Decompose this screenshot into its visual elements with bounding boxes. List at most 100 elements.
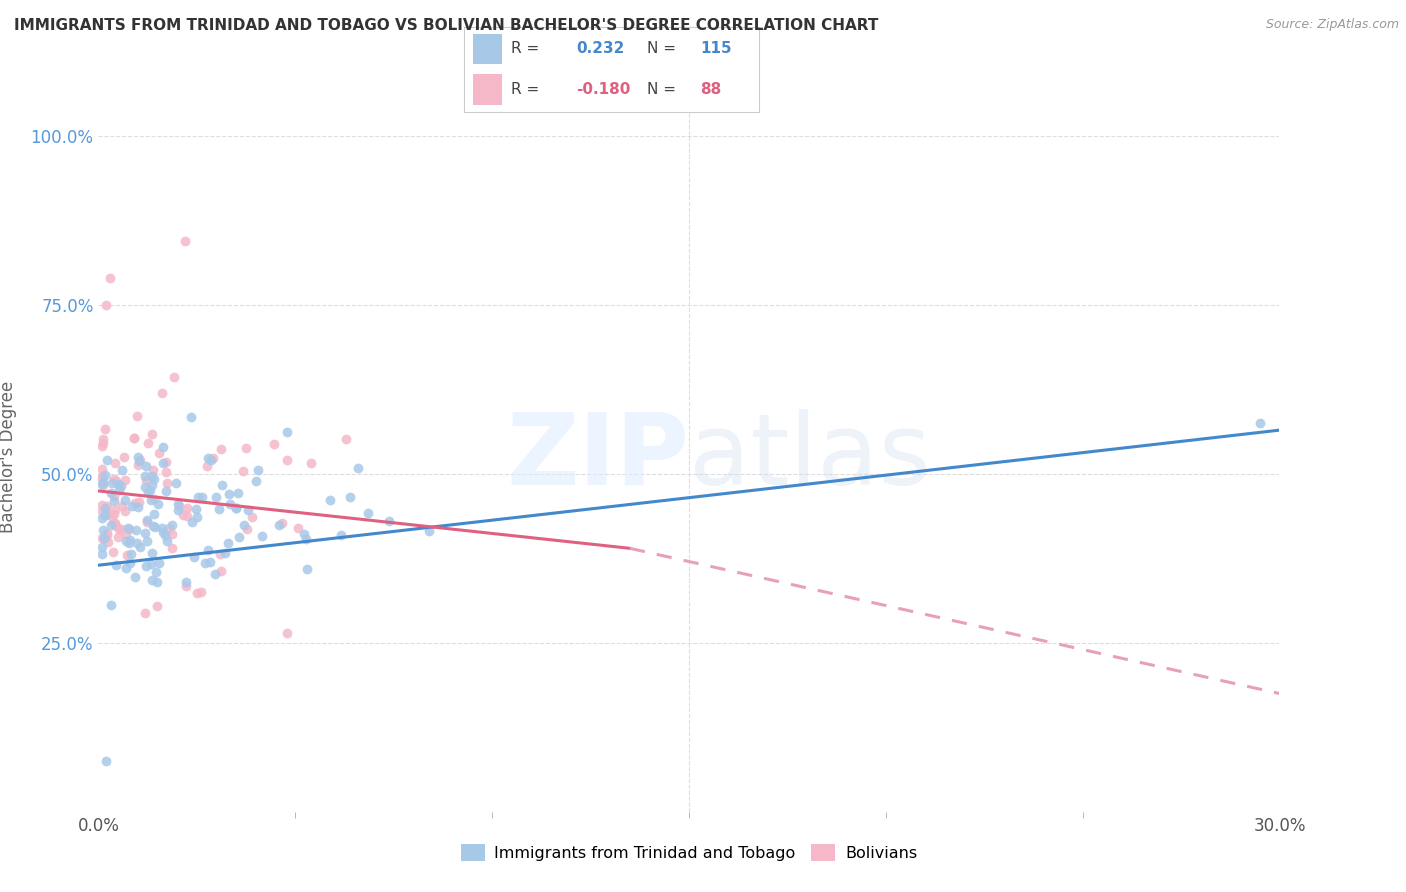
Point	[250, 529, 273, 543]
Point	[150, 386, 173, 401]
Point	[152, 440, 174, 454]
Point	[129, 540, 152, 554]
Point	[287, 521, 309, 535]
Point	[100, 508, 122, 523]
Point	[96, 754, 118, 768]
Point	[142, 518, 165, 533]
Text: 88: 88	[700, 82, 721, 97]
Point	[143, 472, 166, 486]
Point	[157, 521, 180, 535]
Point	[96, 453, 118, 467]
Point	[186, 585, 208, 599]
Point	[160, 518, 183, 533]
Point	[134, 525, 156, 540]
Point	[142, 463, 165, 477]
Point	[292, 527, 315, 541]
Point	[148, 497, 170, 511]
Point	[97, 508, 120, 522]
Point	[104, 474, 127, 488]
Point	[110, 522, 132, 536]
Point	[187, 490, 209, 504]
Point	[246, 463, 269, 477]
Point	[190, 584, 212, 599]
Point	[104, 503, 127, 517]
Point	[91, 470, 114, 484]
Point	[91, 504, 114, 518]
Point	[276, 425, 298, 439]
Point	[139, 558, 162, 572]
Point	[141, 573, 163, 587]
Point	[107, 476, 129, 491]
Point	[217, 536, 239, 550]
Point	[204, 567, 226, 582]
Point	[104, 519, 127, 533]
Point	[155, 483, 177, 498]
Point	[156, 476, 179, 491]
Point	[197, 543, 219, 558]
Point	[121, 500, 143, 514]
Text: atlas: atlas	[689, 409, 931, 506]
Point	[347, 460, 370, 475]
Point	[120, 556, 142, 570]
Point	[96, 499, 118, 513]
Point	[142, 491, 165, 506]
Point	[176, 508, 198, 523]
Point	[152, 524, 174, 539]
Point	[155, 528, 177, 542]
Point	[115, 561, 138, 575]
Point	[124, 570, 146, 584]
Point	[91, 498, 114, 512]
Point	[200, 452, 222, 467]
Point	[120, 547, 142, 561]
Point	[377, 514, 399, 528]
FancyBboxPatch shape	[472, 34, 502, 64]
Point	[152, 456, 174, 470]
Point	[319, 492, 342, 507]
Text: 115: 115	[700, 41, 731, 56]
Point	[226, 486, 249, 500]
Point	[100, 486, 122, 500]
Point	[141, 468, 163, 483]
Point	[176, 500, 198, 515]
Point	[218, 487, 240, 501]
Point	[91, 531, 114, 545]
Point	[114, 504, 136, 518]
Point	[134, 480, 156, 494]
Point	[190, 490, 212, 504]
Point	[148, 556, 170, 570]
Point	[122, 431, 145, 445]
Text: N =: N =	[647, 82, 676, 97]
Point	[276, 625, 298, 640]
Point	[139, 483, 162, 497]
Point	[174, 579, 197, 593]
Point	[148, 446, 170, 460]
Point	[235, 441, 257, 455]
Point	[91, 432, 114, 446]
Point	[91, 461, 114, 475]
Point	[160, 527, 183, 541]
Point	[94, 500, 117, 515]
Point	[156, 533, 179, 548]
Point	[134, 468, 156, 483]
Point	[122, 431, 145, 445]
Point	[115, 526, 138, 541]
Point	[128, 454, 150, 468]
Point	[143, 519, 166, 533]
Point	[180, 410, 202, 425]
Point	[195, 458, 218, 473]
Point	[127, 450, 149, 465]
Point	[112, 450, 135, 465]
Point	[135, 473, 157, 487]
Point	[146, 599, 169, 613]
Text: R =: R =	[512, 41, 540, 56]
Point	[103, 472, 125, 486]
Point	[166, 497, 188, 511]
Point	[335, 433, 357, 447]
Point	[202, 450, 225, 465]
Point	[115, 548, 138, 562]
Point	[228, 530, 250, 544]
Point	[163, 369, 186, 384]
Point	[136, 436, 159, 450]
Point	[172, 508, 194, 523]
Point	[225, 500, 247, 515]
